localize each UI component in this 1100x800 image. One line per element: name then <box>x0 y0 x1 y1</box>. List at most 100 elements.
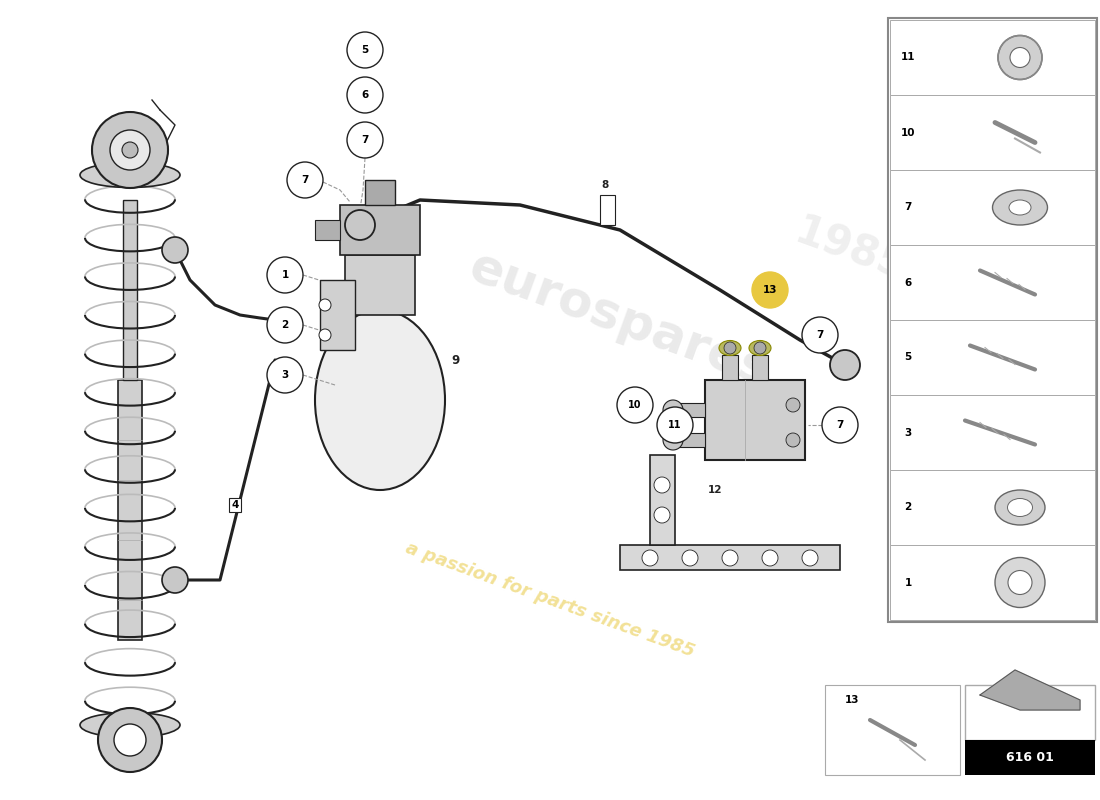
Circle shape <box>1008 570 1032 594</box>
Bar <box>722 355 738 380</box>
Circle shape <box>996 558 1045 607</box>
Text: 1: 1 <box>904 578 912 587</box>
Ellipse shape <box>749 341 771 355</box>
Circle shape <box>319 299 331 311</box>
Circle shape <box>752 272 788 308</box>
Circle shape <box>110 130 150 170</box>
Bar <box>650 455 675 545</box>
Text: 1: 1 <box>282 270 288 280</box>
Bar <box>825 685 960 775</box>
Circle shape <box>346 77 383 113</box>
Bar <box>890 245 1094 320</box>
Circle shape <box>319 329 331 341</box>
Text: 13: 13 <box>845 695 859 705</box>
Circle shape <box>722 550 738 566</box>
Ellipse shape <box>719 341 741 355</box>
Bar <box>890 320 1094 395</box>
Ellipse shape <box>80 162 180 187</box>
Text: 616 01: 616 01 <box>1006 751 1054 764</box>
Text: 5: 5 <box>904 353 912 362</box>
Bar <box>705 380 805 460</box>
Bar <box>340 205 420 255</box>
Circle shape <box>617 387 653 423</box>
Circle shape <box>346 122 383 158</box>
Polygon shape <box>980 670 1080 710</box>
Circle shape <box>162 567 188 593</box>
Text: 6: 6 <box>362 90 369 100</box>
Bar <box>620 545 840 570</box>
Circle shape <box>267 257 303 293</box>
Text: 7: 7 <box>816 330 824 340</box>
Circle shape <box>345 210 375 240</box>
Circle shape <box>98 708 162 772</box>
Circle shape <box>822 407 858 443</box>
Ellipse shape <box>1009 200 1031 215</box>
Circle shape <box>92 112 168 188</box>
Circle shape <box>762 550 778 566</box>
Bar <box>965 740 1094 775</box>
Text: 7: 7 <box>301 175 309 185</box>
Ellipse shape <box>1008 498 1033 517</box>
Text: 10: 10 <box>628 400 641 410</box>
Text: 6: 6 <box>904 278 912 287</box>
Circle shape <box>802 317 838 353</box>
Bar <box>315 220 340 240</box>
Text: 9: 9 <box>451 354 459 366</box>
Text: 5: 5 <box>362 45 369 55</box>
Circle shape <box>657 407 693 443</box>
Bar <box>890 395 1094 470</box>
Bar <box>675 433 705 447</box>
Circle shape <box>654 477 670 493</box>
Bar <box>890 545 1094 620</box>
Bar <box>890 170 1094 245</box>
Bar <box>888 18 1097 622</box>
Text: 13: 13 <box>762 285 778 295</box>
Text: 4: 4 <box>231 500 239 510</box>
Bar <box>320 280 355 350</box>
Text: 7: 7 <box>836 420 844 430</box>
Text: 11: 11 <box>669 420 682 430</box>
Circle shape <box>1010 47 1030 67</box>
Ellipse shape <box>315 310 446 490</box>
Circle shape <box>663 430 683 450</box>
Circle shape <box>786 433 800 447</box>
Ellipse shape <box>80 713 180 738</box>
Text: 7: 7 <box>361 135 368 145</box>
Circle shape <box>114 724 146 756</box>
Bar <box>752 355 768 380</box>
Bar <box>123 200 138 380</box>
Circle shape <box>654 507 670 523</box>
Ellipse shape <box>996 490 1045 525</box>
Circle shape <box>346 32 383 68</box>
Circle shape <box>267 357 303 393</box>
Circle shape <box>830 350 860 380</box>
Circle shape <box>724 342 736 354</box>
Text: 7: 7 <box>904 202 912 213</box>
Text: 3: 3 <box>904 427 912 438</box>
Bar <box>890 95 1094 170</box>
Bar <box>965 685 1094 740</box>
Text: 8: 8 <box>602 180 608 190</box>
Bar <box>365 180 395 205</box>
Bar <box>890 20 1094 95</box>
Bar <box>675 403 705 417</box>
Circle shape <box>162 237 188 263</box>
Text: 2: 2 <box>904 502 912 513</box>
Bar <box>890 470 1094 545</box>
Circle shape <box>786 398 800 412</box>
Circle shape <box>122 142 138 158</box>
Circle shape <box>754 342 766 354</box>
Circle shape <box>287 162 323 198</box>
Text: 1985: 1985 <box>789 210 912 290</box>
Text: 12: 12 <box>707 485 723 495</box>
Text: 11: 11 <box>901 53 915 62</box>
Text: eurospares: eurospares <box>463 243 777 397</box>
Circle shape <box>663 400 683 420</box>
Bar <box>600 195 615 225</box>
Bar <box>345 255 415 315</box>
Text: 10: 10 <box>901 127 915 138</box>
Text: 3: 3 <box>282 370 288 380</box>
Circle shape <box>802 550 818 566</box>
Bar <box>118 380 142 640</box>
Circle shape <box>267 307 303 343</box>
